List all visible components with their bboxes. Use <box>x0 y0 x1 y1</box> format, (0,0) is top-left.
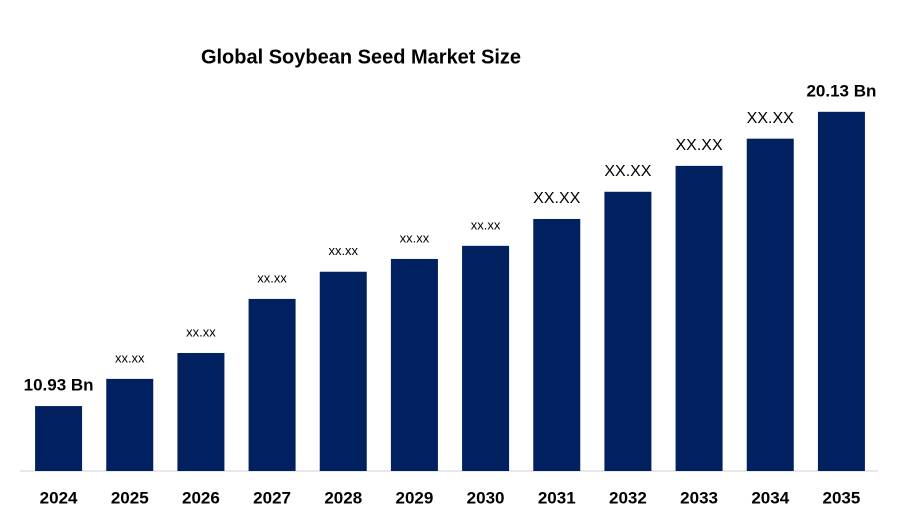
x-tick-label: 2029 <box>396 488 434 507</box>
bar <box>248 298 296 471</box>
bar <box>177 352 225 471</box>
x-tick-label: 2025 <box>111 488 149 507</box>
bar <box>746 138 794 471</box>
value-label: XX.XX <box>676 137 723 154</box>
x-tick-label: 2030 <box>467 488 505 507</box>
bar <box>817 111 865 471</box>
bar <box>319 271 367 471</box>
value-label: xx.xx <box>400 230 430 245</box>
x-tick-label: 2035 <box>823 488 861 507</box>
value-label: xx.xx <box>115 350 145 365</box>
value-label: 10.93 Bn <box>24 376 94 395</box>
bar <box>106 378 154 471</box>
value-label: xx.xx <box>186 324 216 339</box>
x-tick-label: 2027 <box>253 488 291 507</box>
x-tick-label: 2031 <box>538 488 576 507</box>
value-label: 20.13 Bn <box>806 81 876 100</box>
value-label: xx.xx <box>257 270 287 285</box>
value-label: xx.xx <box>471 217 501 232</box>
x-tick-label: 2033 <box>680 488 718 507</box>
x-tick-label: 2024 <box>40 488 78 507</box>
bar <box>604 191 652 471</box>
chart-title: Global Soybean Seed Market Size <box>201 46 521 68</box>
bar <box>390 258 438 471</box>
bar <box>462 245 510 471</box>
bar <box>533 218 581 471</box>
value-label: XX.XX <box>747 110 794 127</box>
x-tick-label: 2026 <box>182 488 220 507</box>
x-tick-label: 2028 <box>324 488 362 507</box>
value-label: XX.XX <box>604 163 651 180</box>
x-tick-label: 2034 <box>751 488 789 507</box>
bar <box>675 165 723 471</box>
value-label: XX.XX <box>533 190 580 207</box>
value-label: xx.xx <box>328 243 358 258</box>
bar <box>35 406 83 471</box>
x-tick-label: 2032 <box>609 488 647 507</box>
